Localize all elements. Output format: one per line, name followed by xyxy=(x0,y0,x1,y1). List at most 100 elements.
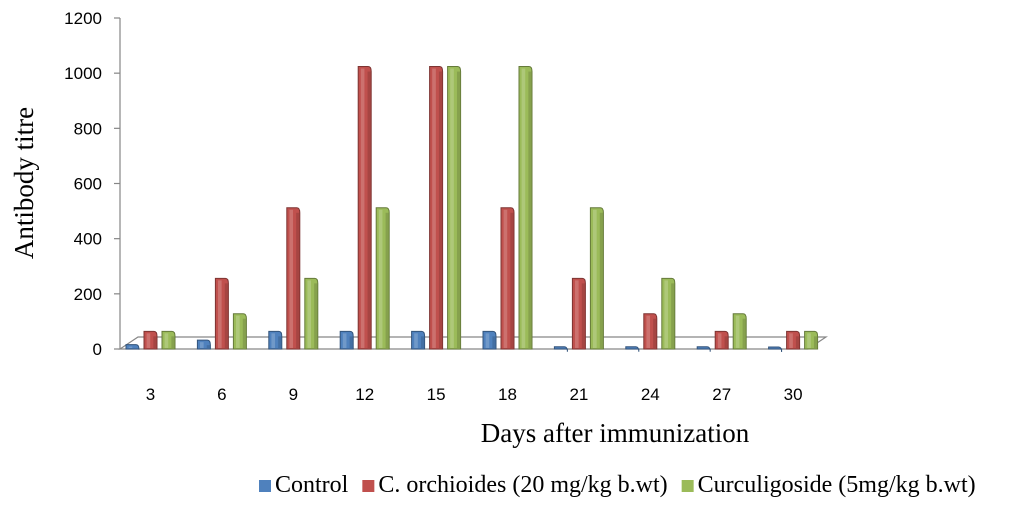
bar-highlight xyxy=(378,209,383,348)
bar xyxy=(696,346,711,352)
x-tick-label: 15 xyxy=(427,385,446,404)
x-tick-label: 9 xyxy=(289,385,298,404)
bar xyxy=(500,207,515,350)
bar-shadow xyxy=(742,318,747,348)
bar-highlight xyxy=(200,342,204,348)
legend-label: C. orchioides (20 mg/kg b.wt) xyxy=(378,472,667,498)
bar-shadow xyxy=(420,336,425,348)
y-tick-label: 400 xyxy=(74,230,102,249)
bar-highlight xyxy=(307,280,312,348)
bar-shadow xyxy=(795,336,800,348)
bar-shadow xyxy=(671,283,675,348)
bar-shadow xyxy=(367,71,372,349)
bar-highlight xyxy=(664,280,669,348)
bar xyxy=(268,330,283,350)
bar-shadow xyxy=(599,212,604,348)
bar-shadow xyxy=(510,212,514,348)
bar-highlight xyxy=(450,68,454,349)
bar xyxy=(196,339,211,350)
bar-highlight xyxy=(164,333,169,348)
bar-highlight xyxy=(289,209,294,348)
bar xyxy=(732,313,747,350)
bar-highlight xyxy=(575,280,579,348)
x-tick-label: 3 xyxy=(146,385,155,404)
bar-shadow xyxy=(171,336,175,348)
bar-highlight xyxy=(236,315,240,348)
bar-body xyxy=(768,346,783,353)
y-tick-label: 1000 xyxy=(64,64,102,83)
bar-highlight xyxy=(735,315,740,348)
legend-label: Curculigoside (5mg/kg b.wt) xyxy=(698,472,976,498)
bar xyxy=(286,207,301,350)
bar-shadow xyxy=(456,71,461,349)
bar xyxy=(518,66,533,350)
x-tick-label: 12 xyxy=(355,385,374,404)
bar xyxy=(375,207,390,350)
x-tick-label: 30 xyxy=(784,385,803,404)
bar-shadow xyxy=(385,212,390,348)
legend-item: C. orchioides (20 mg/kg b.wt) xyxy=(362,472,668,498)
bar-highlight xyxy=(218,280,222,348)
bar-highlight xyxy=(342,333,347,348)
bar xyxy=(553,346,568,352)
legend-item: Control xyxy=(259,472,349,498)
bar-highlight xyxy=(646,315,651,348)
x-tick-label: 27 xyxy=(712,385,731,404)
bar xyxy=(482,330,497,350)
legend-item: Curculigoside (5mg/kg b.wt) xyxy=(681,472,976,498)
y-tick-label: 0 xyxy=(93,340,102,359)
bar-highlight xyxy=(146,333,151,348)
bar-shadow xyxy=(278,336,282,348)
y-tick-label: 200 xyxy=(74,285,102,304)
bar-highlight xyxy=(789,333,793,348)
bar-body xyxy=(553,346,568,352)
bar xyxy=(804,330,819,350)
bar-shadow xyxy=(724,336,729,348)
x-tick-label: 24 xyxy=(641,385,660,404)
bar xyxy=(571,277,586,350)
bar xyxy=(589,207,604,350)
y-axis-title: Antibody titre xyxy=(9,107,39,259)
x-tick-label: 6 xyxy=(217,385,226,404)
bar xyxy=(161,330,176,350)
bar xyxy=(786,330,801,350)
bar-highlight xyxy=(360,68,365,349)
legend-swatch xyxy=(362,480,375,492)
bar-shadow xyxy=(314,283,318,348)
y-tick-label: 1200 xyxy=(64,9,102,28)
bar-highlight xyxy=(414,333,418,348)
x-tick-label: 18 xyxy=(498,385,517,404)
bar-shadow xyxy=(296,212,300,348)
bar-highlight xyxy=(503,209,508,348)
bar xyxy=(339,330,354,350)
y-tick-label: 800 xyxy=(74,119,102,138)
bar-shadow xyxy=(528,71,532,349)
bar-shadow xyxy=(206,345,211,348)
bar-shadow xyxy=(224,283,229,348)
bar-highlight xyxy=(128,346,133,348)
x-tick-label: 21 xyxy=(569,385,588,404)
bar xyxy=(625,346,640,352)
bar xyxy=(125,344,140,350)
bar-highlight xyxy=(717,333,722,348)
bar xyxy=(143,330,158,350)
legend-swatch xyxy=(681,480,694,492)
bar xyxy=(232,313,247,350)
bar-shadow xyxy=(438,71,443,349)
bar-body xyxy=(125,344,140,350)
bar xyxy=(357,66,372,350)
y-tick-label: 600 xyxy=(74,175,102,194)
bar-highlight xyxy=(485,333,490,348)
bar-body xyxy=(696,346,711,352)
legend-label: Control xyxy=(275,472,349,498)
tick-labels: 0 200 400 600 800 1000 1200 3 6 9 12 15 18 21 24 27 30 xyxy=(64,9,802,404)
bar xyxy=(768,346,783,353)
bar-highlight xyxy=(521,68,526,349)
bar-highlight xyxy=(432,68,436,349)
bar-shadow xyxy=(492,336,496,348)
bar xyxy=(214,277,229,350)
bars xyxy=(125,66,819,353)
x-axis-title: Days after immunization xyxy=(481,418,750,448)
